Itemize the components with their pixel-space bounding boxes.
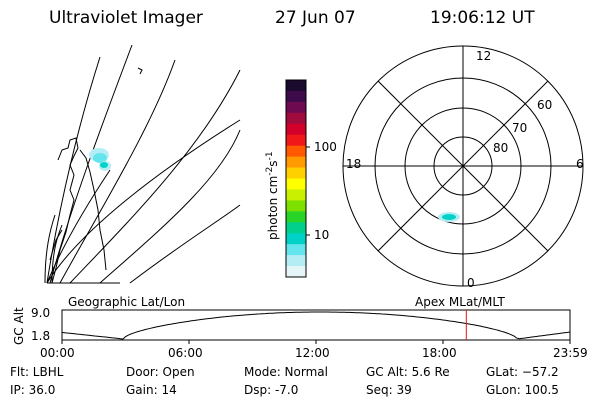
- colorbar-band: [286, 178, 306, 190]
- dsp-value: Dsp: -7.0: [244, 383, 299, 397]
- colorbar-band: [286, 211, 306, 223]
- colorbar-band: [286, 200, 306, 212]
- orbit-xtick-0000: 00:00: [40, 346, 75, 360]
- glat-value: GLat: −57.2: [486, 365, 559, 379]
- geo-panel-label: Geographic Lat/Lon: [68, 295, 186, 309]
- colorbar-band: [286, 156, 306, 169]
- orbit-xtick-0600: 06:00: [168, 346, 203, 360]
- ip-value: IP: 36.0: [10, 383, 56, 397]
- colorbar-band: [286, 134, 306, 147]
- orbit-ytick-low: 1.8: [31, 329, 51, 343]
- mlt-label-6: 6: [576, 157, 584, 171]
- polar-panel-label: Apex MLat/MLT: [415, 295, 505, 309]
- colorbar-band: [286, 101, 306, 114]
- colorbar-band: [286, 266, 306, 278]
- gain-value: Gain: 14: [126, 383, 177, 397]
- geo-grid: [44, 44, 241, 284]
- coastline: [49, 137, 107, 284]
- colorbar-band: [286, 244, 306, 256]
- colorbar-band: [286, 222, 306, 234]
- lat-label-70: 70: [512, 121, 528, 135]
- instrument-title: Ultraviolet Imager: [49, 8, 203, 28]
- orbit-altitude-curve: [61, 311, 571, 340]
- time-label: 19:06:12 UT: [430, 8, 535, 28]
- orbit-ytick-high: 9.0: [31, 306, 51, 320]
- polar-aurora-patch: [438, 212, 460, 222]
- pole-marker: [137, 67, 143, 75]
- color-scale-bar: [286, 80, 306, 278]
- colorbar-band: [286, 90, 306, 103]
- colorbar-band: [286, 80, 306, 92]
- orbit-plot-frame: [61, 309, 571, 341]
- colorbar-frame: [285, 79, 307, 278]
- polar-grid: [342, 45, 584, 287]
- colorbar-band: [286, 123, 306, 136]
- colorbar-band: [286, 167, 306, 179]
- mlt-label-0: 0: [467, 276, 475, 290]
- orbit-xtick-1200: 12:00: [295, 346, 330, 360]
- colorbar-band: [286, 255, 306, 267]
- orbit-xtick-2359: 23:59: [553, 346, 588, 360]
- colorbar-unit-label: photon cm-2s-1: [265, 151, 280, 240]
- lat-label-60: 60: [537, 98, 553, 112]
- orbit-xtick-1800: 18:00: [422, 346, 457, 360]
- colorbar-band: [286, 145, 306, 158]
- lat-label-80: 80: [493, 141, 509, 155]
- colorbar-band: [286, 233, 306, 245]
- seq-value: Seq: 39: [366, 383, 412, 397]
- orbit-ticks: [61, 340, 571, 344]
- colorbar-label-100: 100: [314, 140, 337, 154]
- colorbar-band: [286, 189, 306, 201]
- filter-value: Flt: LBHL: [10, 365, 64, 379]
- colorbar-band: [286, 112, 306, 125]
- gc-alt-value: GC Alt: 5.6 Re: [366, 365, 450, 379]
- orbit-ylabel: GC Alt: [12, 307, 26, 345]
- mlt-label-18: 18: [346, 157, 362, 171]
- date-label: 27 Jun 07: [275, 8, 356, 28]
- mlt-label-12: 12: [476, 49, 492, 63]
- colorbar-label-10: 10: [314, 228, 330, 242]
- glon-value: GLon: 100.5: [486, 383, 559, 397]
- geo-aurora-patch: [89, 148, 111, 171]
- mode-value: Mode: Normal: [244, 365, 328, 379]
- door-value: Door: Open: [126, 365, 195, 379]
